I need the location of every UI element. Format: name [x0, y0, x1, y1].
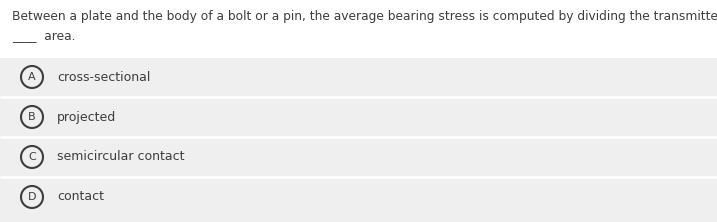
- Text: C: C: [28, 152, 36, 162]
- Text: projected: projected: [57, 111, 116, 123]
- Text: ____  area.: ____ area.: [12, 30, 75, 43]
- Text: B: B: [28, 112, 36, 122]
- Text: contact: contact: [57, 190, 104, 204]
- FancyBboxPatch shape: [0, 58, 717, 222]
- Text: A: A: [28, 72, 36, 82]
- Text: Between a plate and the body of a bolt or a pin, the average bearing stress is c: Between a plate and the body of a bolt o…: [12, 10, 717, 23]
- Text: semicircular contact: semicircular contact: [57, 151, 184, 163]
- Text: cross-sectional: cross-sectional: [57, 71, 151, 83]
- Text: D: D: [28, 192, 37, 202]
